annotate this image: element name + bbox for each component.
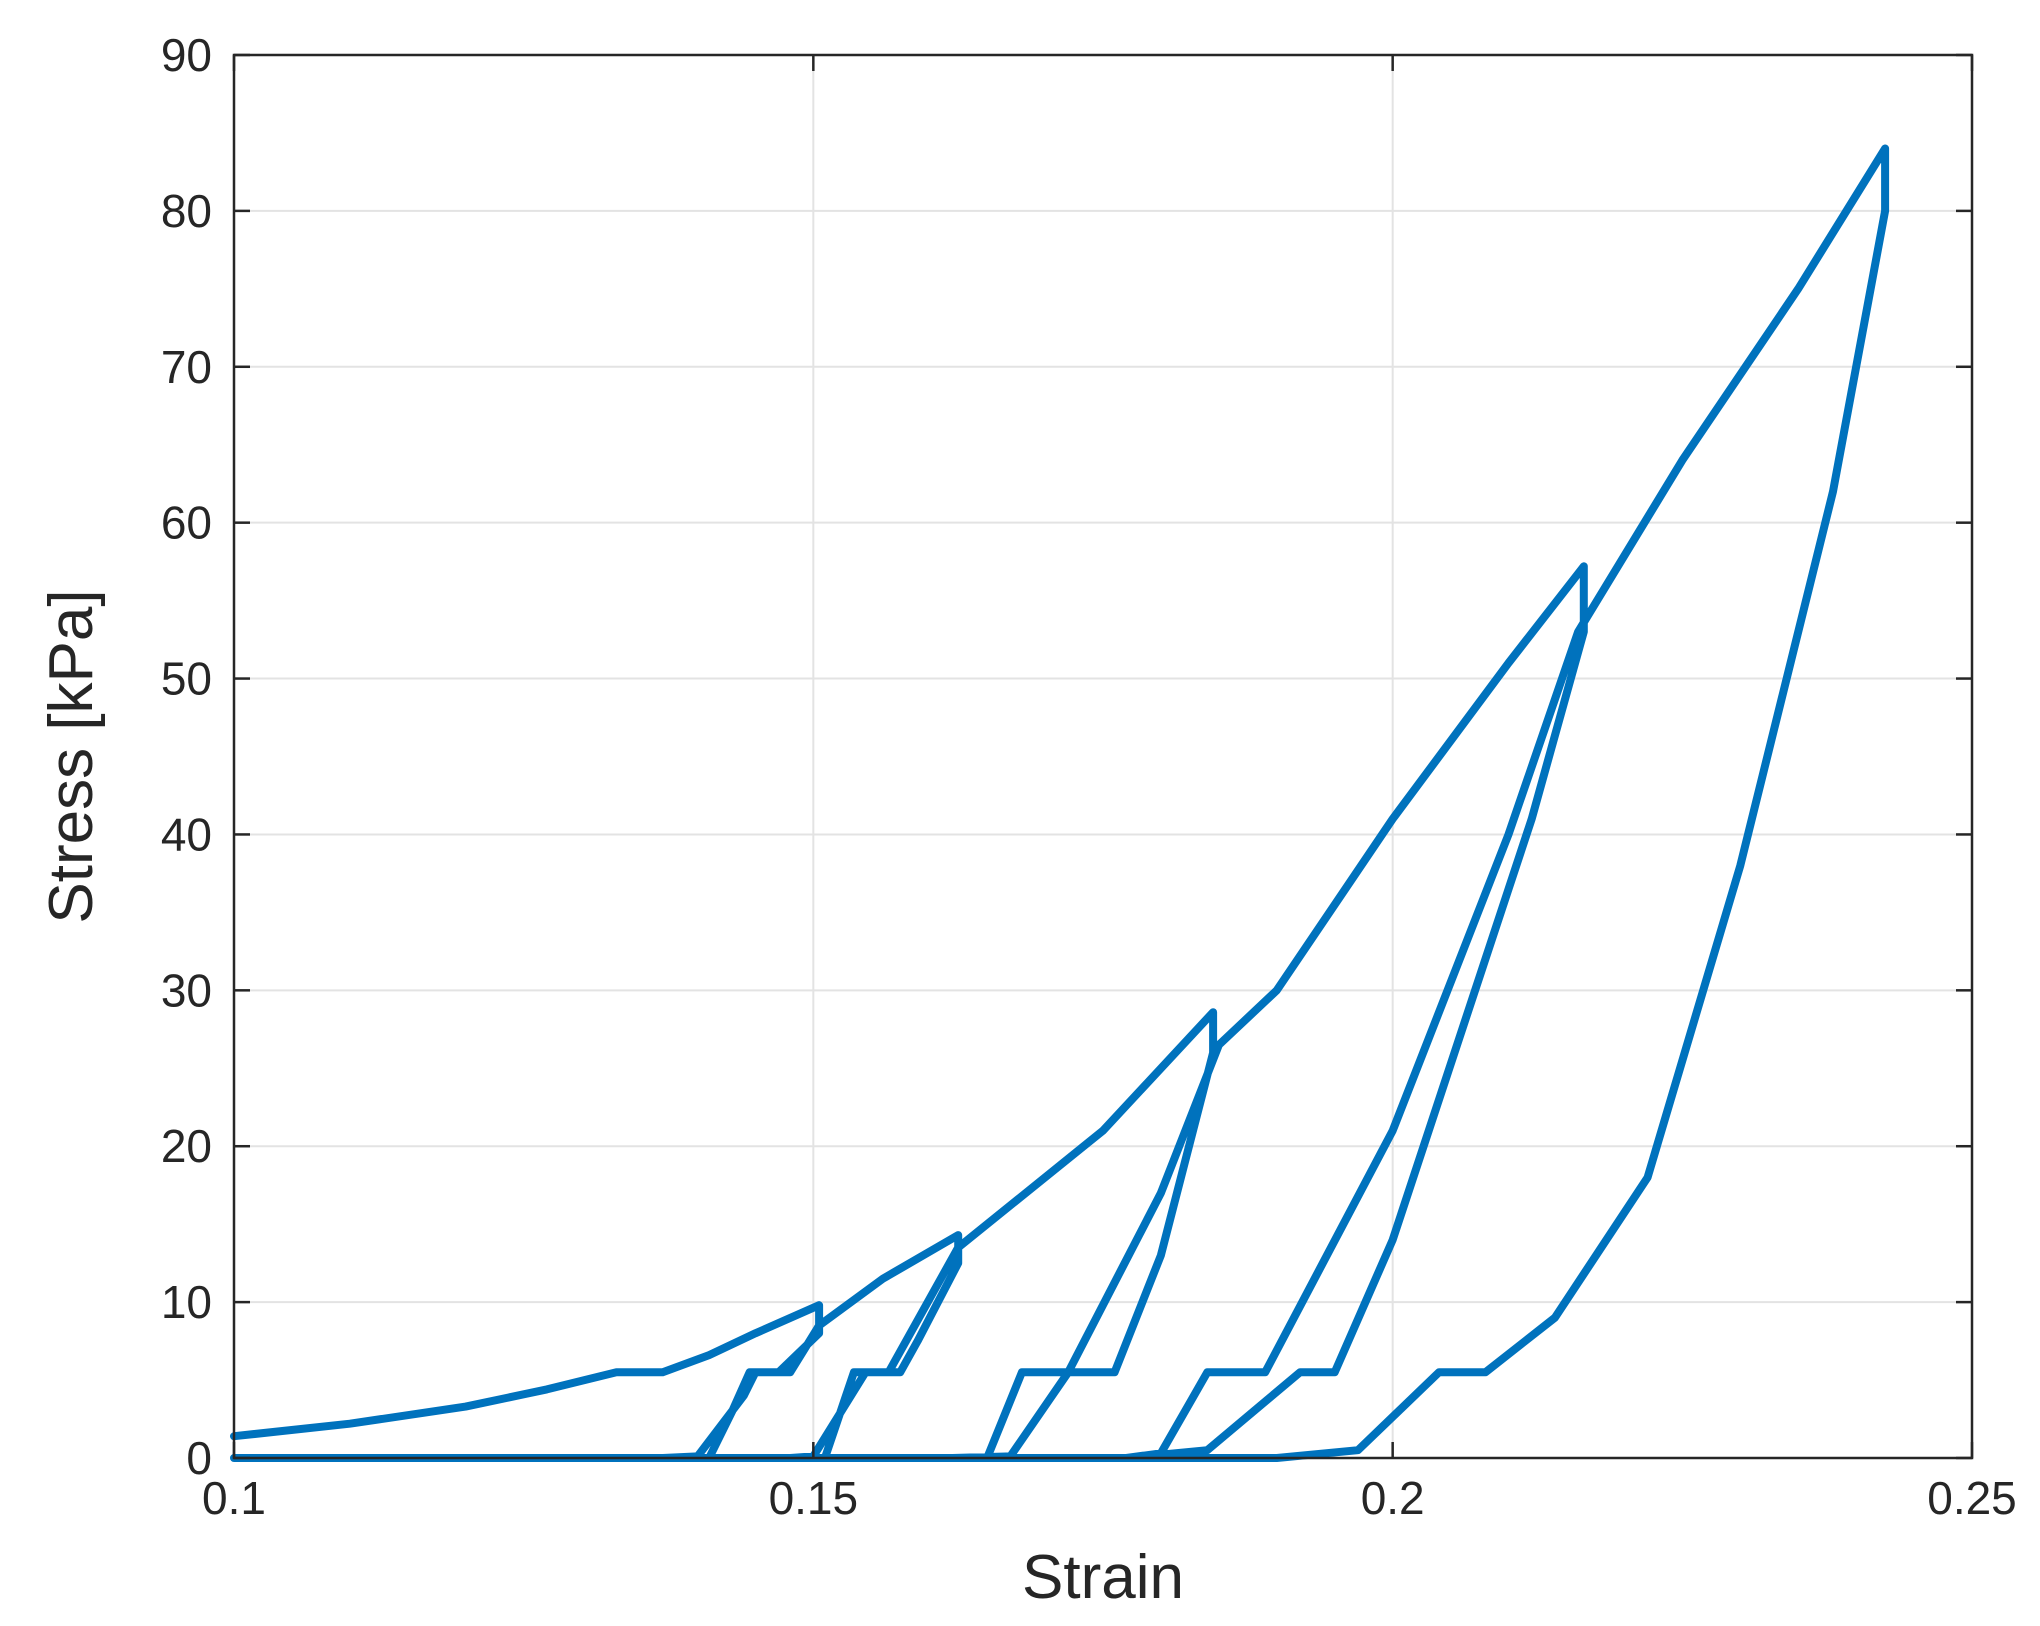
y-tick-label: 10 xyxy=(161,1276,212,1328)
x-tick-label: 0.25 xyxy=(1927,1472,2017,1524)
stress-strain-series-line xyxy=(230,144,1890,1462)
x-axis-label: Strain xyxy=(1022,1543,1184,1612)
y-tick-label: 60 xyxy=(161,497,212,549)
x-tick-label: 0.15 xyxy=(769,1472,859,1524)
x-tick-label: 0.1 xyxy=(202,1472,266,1524)
y-tick-label: 50 xyxy=(161,653,212,705)
axis-ticks: 0.1 0.15 0.2 0.25 0 10 20 30 40 50 60 70 80 90 xyxy=(161,29,2017,1524)
y-tick-label: 0 xyxy=(186,1432,212,1484)
x-tick-label: 0.2 xyxy=(1361,1472,1425,1524)
y-axis-label: Stress [kPa] xyxy=(37,589,106,923)
y-tick-label: 40 xyxy=(161,808,212,860)
y-tick-label: 20 xyxy=(161,1120,212,1172)
y-tick-label: 70 xyxy=(161,341,212,393)
y-tick-label: 30 xyxy=(161,964,212,1016)
y-tick-label: 90 xyxy=(161,29,212,81)
plot-area-frame xyxy=(232,53,1974,1460)
y-tick-label: 80 xyxy=(161,185,212,237)
